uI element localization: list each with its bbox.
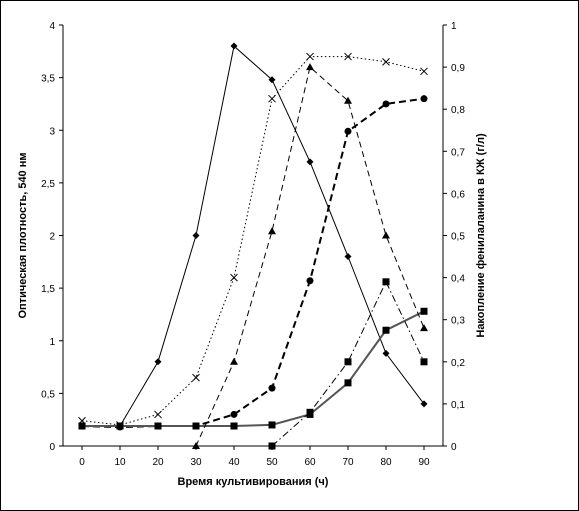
data-point-x <box>344 52 352 61</box>
y-left-tick-label: 2 <box>49 232 55 243</box>
data-point-square <box>344 358 352 366</box>
data-point-square <box>268 442 276 450</box>
series-line <box>195 66 425 447</box>
data-point-square <box>192 422 200 430</box>
data-point-square <box>306 408 314 416</box>
marker-stroke <box>268 94 276 103</box>
y-axis-right-title: Накопление фенилаланина в КЖ (г/л) <box>475 133 487 338</box>
series-line <box>271 280 425 447</box>
x-tick-label: 50 <box>266 457 278 468</box>
y-left-tick-label: 4 <box>49 21 55 32</box>
y-right-tick-label: 0,5 <box>451 232 465 243</box>
y-right-tick-label: 0,9 <box>451 63 465 74</box>
y-right-tick-label: 0,1 <box>451 400 465 411</box>
y-left-tick-label: 0 <box>49 442 55 453</box>
marker-stroke <box>192 373 200 382</box>
data-point-x <box>192 373 200 382</box>
data-point-square <box>420 307 428 315</box>
data-point-x <box>154 410 162 419</box>
data-point-x <box>420 67 428 76</box>
data-point-circle <box>420 95 428 103</box>
y-right-tick-label: 0,6 <box>451 189 465 200</box>
y-right-tick-label: 0,7 <box>451 147 465 158</box>
data-point-triangle <box>306 63 314 71</box>
data-point-square <box>344 379 352 387</box>
y-left-tick-label: 3 <box>49 126 55 137</box>
y-right-tick-label: 0,8 <box>451 105 465 116</box>
series-5 <box>192 63 428 449</box>
series-line <box>81 56 425 426</box>
data-point-square <box>420 358 428 366</box>
x-tick-label: 60 <box>304 457 316 468</box>
data-point-circle <box>382 100 390 108</box>
series-3 <box>78 95 428 431</box>
data-point-diamond <box>192 232 200 239</box>
x-tick-label: 20 <box>152 457 164 468</box>
data-point-square <box>78 422 86 430</box>
series-line <box>82 310 425 427</box>
data-point-diamond <box>230 42 238 50</box>
data-point-triangle <box>192 442 200 449</box>
data-point-square <box>154 422 162 430</box>
x-tick-label: 30 <box>190 457 202 468</box>
data-point-x <box>382 57 390 66</box>
y-left-tick-label: 3,5 <box>41 74 55 85</box>
y-right-tick-label: 1 <box>451 21 457 32</box>
data-point-triangle <box>344 96 352 104</box>
y-axis-left-title: Оптическая плотность, 540 нм <box>17 152 29 318</box>
series-line <box>82 45 425 427</box>
marker-stroke <box>382 57 390 66</box>
data-point-square <box>116 422 124 430</box>
data-point-square <box>268 421 276 429</box>
series-1 <box>78 42 428 430</box>
series-6 <box>268 278 428 450</box>
data-point-triangle <box>420 324 428 332</box>
data-point-diamond <box>306 158 314 166</box>
data-point-x <box>268 94 276 103</box>
y-right-tick-label: 0 <box>451 442 457 453</box>
y-left-tick-label: 1,5 <box>41 284 55 295</box>
data-point-diamond <box>420 400 428 408</box>
y-right-tick-label: 0,3 <box>451 316 465 327</box>
x-tick-label: 40 <box>228 457 240 468</box>
x-tick-label: 90 <box>418 457 430 468</box>
series-4 <box>78 307 428 430</box>
marker-stroke <box>154 410 162 419</box>
data-point-square <box>382 278 390 286</box>
data-point-square <box>382 326 390 334</box>
series-2 <box>78 52 428 429</box>
data-point-circle <box>230 410 238 418</box>
x-tick-label: 80 <box>380 457 392 468</box>
series-layer <box>78 42 428 450</box>
x-axis-title: Время культивирования (ч) <box>178 476 329 488</box>
series-line <box>81 97 425 429</box>
marker-stroke <box>306 52 314 61</box>
x-tick-label: 70 <box>342 457 354 468</box>
data-point-diamond <box>154 358 162 366</box>
ticks-layer: 0 10 20 30 40 50 60 70 80 9000,511,522,533,5400,1… <box>41 21 465 468</box>
data-point-triangle <box>230 357 238 365</box>
data-point-x <box>306 52 314 61</box>
data-point-circle <box>306 277 314 285</box>
data-point-triangle <box>382 231 390 239</box>
x-tick-label: 10 <box>114 457 126 468</box>
data-point-triangle <box>268 227 276 235</box>
data-point-square <box>230 422 238 430</box>
data-point-x <box>230 273 238 282</box>
y-right-tick-label: 0,4 <box>451 274 465 285</box>
data-point-diamond <box>268 76 276 84</box>
y-left-tick-label: 2,5 <box>41 179 55 190</box>
data-point-circle <box>344 127 352 135</box>
marker-stroke <box>230 273 238 282</box>
y-right-tick-label: 0,2 <box>451 358 465 369</box>
marker-stroke <box>420 67 428 76</box>
data-point-diamond <box>344 253 352 261</box>
y-left-tick-label: 0,5 <box>41 389 55 400</box>
data-point-circle <box>268 384 276 392</box>
marker-stroke <box>344 52 352 61</box>
x-tick-label: 0 <box>79 457 85 468</box>
y-left-tick-label: 1 <box>49 337 55 348</box>
data-point-diamond <box>382 349 390 357</box>
